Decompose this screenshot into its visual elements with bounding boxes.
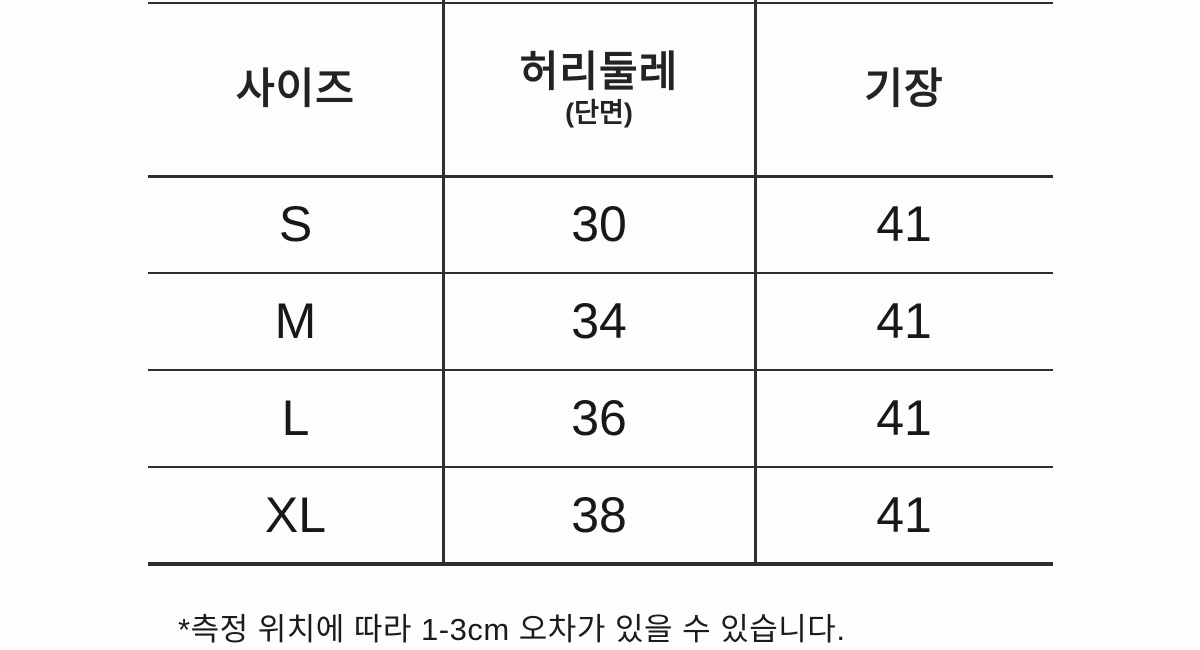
column-header-waist-label: 허리둘레 xyxy=(519,48,679,96)
row-separator-l-xl xyxy=(148,466,1053,468)
table-grid: 사이즈 허리둘레 (단면) 기장 S 30 41 M xyxy=(148,2,1053,564)
table-row-xl-size-cell: XL xyxy=(148,467,443,564)
size-value: XL xyxy=(264,487,327,543)
length-value: 41 xyxy=(876,196,932,252)
column-header-length: 기장 xyxy=(755,2,1053,176)
length-value: 41 xyxy=(876,390,932,446)
size-table: 사이즈 허리둘레 (단면) 기장 S 30 41 M xyxy=(148,0,1053,568)
size-value: L xyxy=(281,390,310,446)
column-header-size: 사이즈 xyxy=(148,2,443,176)
waist-value: 38 xyxy=(571,487,627,543)
waist-value: 34 xyxy=(571,293,627,349)
row-separator-s-m xyxy=(148,272,1053,274)
table-row-l-waist-cell: 36 xyxy=(443,370,755,467)
table-border-bottom xyxy=(148,562,1053,566)
table-row-xl-length-cell: 41 xyxy=(755,467,1053,564)
column-header-waist-sublabel: (단면) xyxy=(565,98,633,129)
column-header-waist: 허리둘레 (단면) xyxy=(443,2,755,176)
length-value: 41 xyxy=(876,487,932,543)
length-value: 41 xyxy=(876,293,932,349)
size-value: S xyxy=(278,196,313,252)
size-value: M xyxy=(274,293,317,349)
waist-value: 36 xyxy=(571,390,627,446)
header-separator-line xyxy=(148,175,1053,178)
table-row-s-size-cell: S xyxy=(148,176,443,273)
table-row-s-length-cell: 41 xyxy=(755,176,1053,273)
table-row-m-size-cell: M xyxy=(148,273,443,370)
column-divider-waist-length xyxy=(754,0,757,566)
waist-value: 30 xyxy=(571,196,627,252)
table-row-l-size-cell: L xyxy=(148,370,443,467)
column-divider-size-waist xyxy=(442,0,445,566)
row-separator-m-l xyxy=(148,369,1053,371)
table-row-m-length-cell: 41 xyxy=(755,273,1053,370)
table-row-xl-waist-cell: 38 xyxy=(443,467,755,564)
measurement-tolerance-footnote: *측정 위치에 따라 1-3cm 오차가 있을 수 있습니다. xyxy=(178,612,846,647)
table-row-s-waist-cell: 30 xyxy=(443,176,755,273)
column-header-size-label: 사이즈 xyxy=(236,64,355,112)
table-border-top xyxy=(148,2,1053,4)
column-header-length-label: 기장 xyxy=(864,64,944,112)
table-row-m-waist-cell: 34 xyxy=(443,273,755,370)
table-row-l-length-cell: 41 xyxy=(755,370,1053,467)
